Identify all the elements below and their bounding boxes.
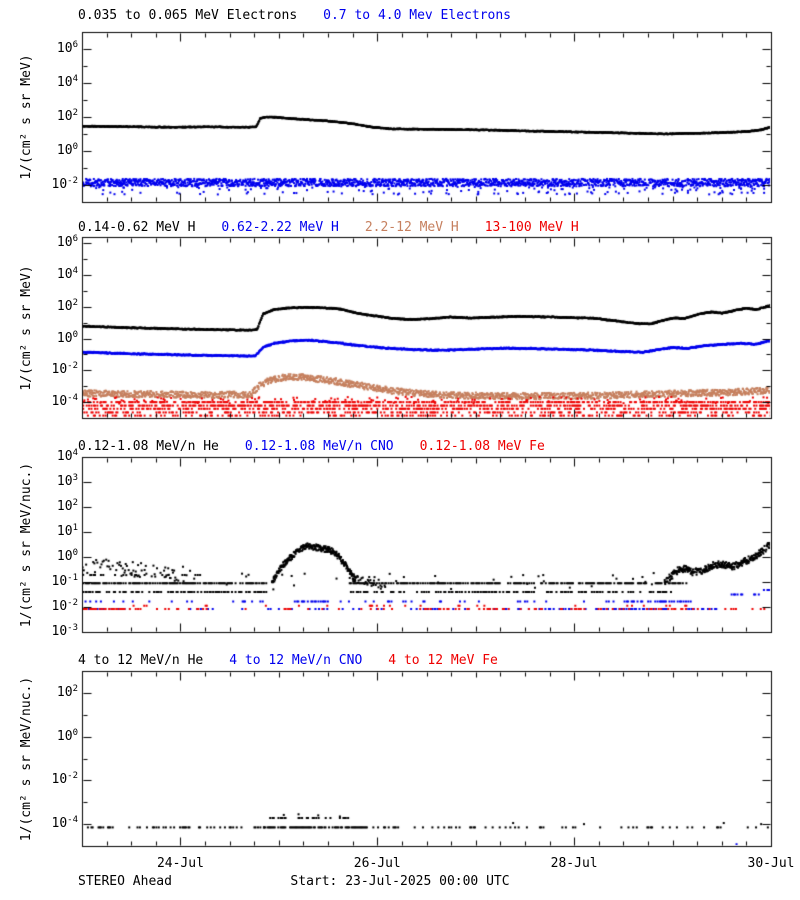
spacecraft-label: STEREO Ahead [78, 874, 172, 889]
start-time-label: Start: 23-Jul-2025 00:00 UTC [290, 874, 510, 889]
